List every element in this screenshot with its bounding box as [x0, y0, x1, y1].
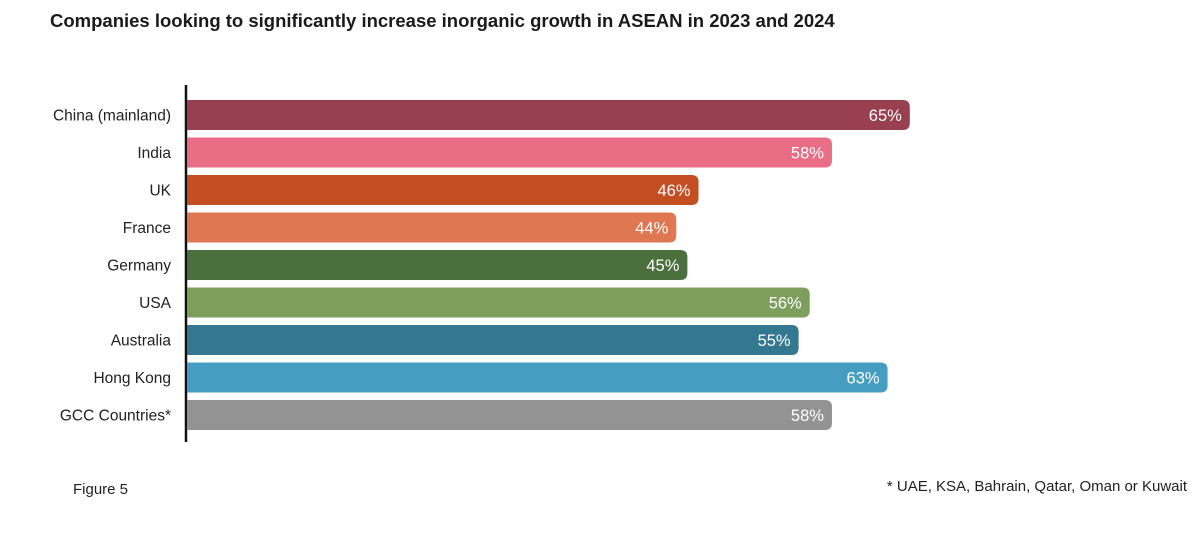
- category-label: China (mainland): [53, 108, 171, 125]
- category-label: France: [123, 220, 171, 237]
- category-label: India: [137, 145, 171, 162]
- category-label: GCC Countries*: [60, 408, 171, 425]
- bar: [187, 287, 810, 318]
- category-label: UK: [149, 183, 171, 200]
- bar: [187, 100, 910, 130]
- data-label: 56%: [769, 295, 802, 313]
- figure-label: Figure 5: [73, 481, 129, 498]
- data-label: 63%: [847, 370, 880, 388]
- data-label: 45%: [646, 257, 679, 275]
- category-label: Australia: [111, 333, 172, 350]
- bar: [187, 175, 699, 205]
- category-label: USA: [139, 295, 172, 312]
- bar: [187, 137, 832, 168]
- category-label: Germany: [107, 258, 171, 275]
- data-label: 65%: [869, 107, 902, 125]
- bar: [187, 250, 688, 280]
- data-label: 46%: [657, 182, 690, 200]
- bar: [187, 400, 832, 430]
- bar: [187, 325, 799, 355]
- bar: [187, 362, 888, 393]
- data-label: 58%: [791, 145, 824, 163]
- bar: [187, 212, 677, 243]
- category-label: Hong Kong: [93, 370, 171, 387]
- footnote: * UAE, KSA, Bahrain, Qatar, Oman or Kuwa…: [886, 478, 1187, 495]
- data-label: 55%: [758, 332, 791, 350]
- chart-title: Companies looking to significantly incre…: [50, 10, 835, 31]
- data-label: 44%: [635, 220, 668, 238]
- data-label: 58%: [791, 407, 824, 425]
